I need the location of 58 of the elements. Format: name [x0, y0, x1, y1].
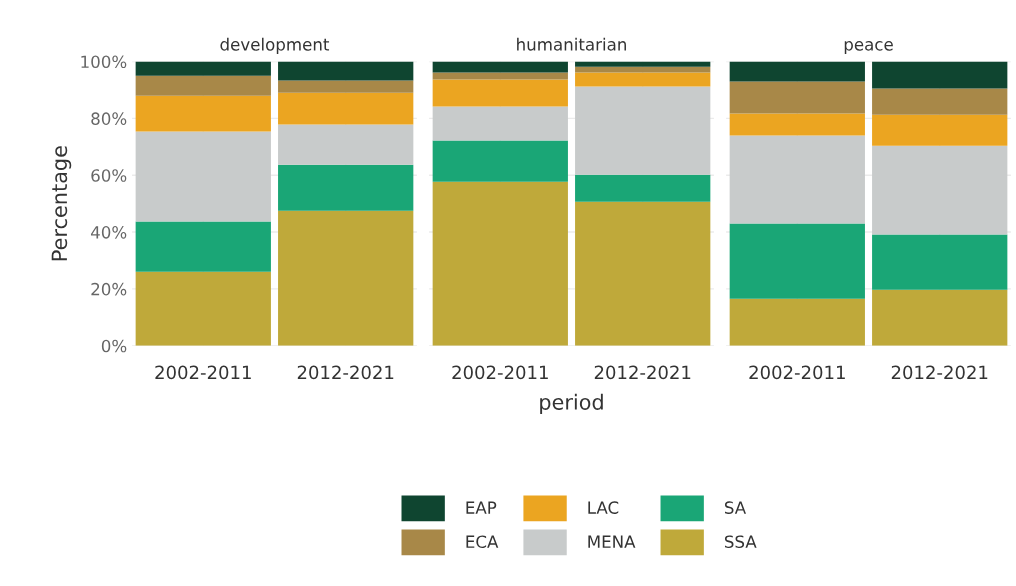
- bar: [575, 61, 711, 67]
- y-tick-label: 100%: [81, 55, 127, 69]
- legend-label: ECA: [466, 535, 499, 549]
- bar: [278, 124, 414, 165]
- y-tick-label: 20%: [91, 282, 127, 296]
- bar: [872, 114, 1008, 146]
- bar: [729, 61, 865, 82]
- bar: [278, 80, 414, 93]
- legend-label: SA: [724, 501, 747, 514]
- bar: [278, 164, 414, 211]
- bar: [135, 221, 271, 272]
- bar: [729, 113, 865, 136]
- bar: [575, 201, 711, 346]
- bar: [575, 174, 711, 202]
- bar: [278, 210, 414, 346]
- bar: [135, 61, 271, 76]
- bar: [872, 145, 1008, 235]
- bar: [432, 79, 568, 107]
- y-tick-label: 0%: [101, 339, 127, 353]
- bar: [135, 95, 271, 132]
- legend-label: EAP: [466, 501, 497, 514]
- bar: [432, 61, 568, 73]
- y-tick-label: 60%: [91, 169, 127, 182]
- bar: [575, 86, 711, 175]
- y-tick-label: 40%: [90, 226, 127, 239]
- y-tick-label: 80%: [91, 112, 127, 125]
- bar: [575, 66, 711, 73]
- chart-title: peace: [844, 41, 893, 54]
- y-axis-title: Percentage: [51, 146, 72, 261]
- legend-label: LAC: [588, 501, 619, 514]
- legend-label: MENA: [588, 535, 636, 548]
- bar: [432, 181, 568, 346]
- x-tick-label: 2002-2011: [452, 365, 548, 380]
- x-tick-label: 2012-2021: [891, 365, 988, 380]
- bar: [872, 289, 1008, 346]
- bar: [872, 234, 1008, 290]
- bar: [135, 75, 271, 96]
- x-axis-title: period: [540, 393, 603, 414]
- bar: [729, 135, 865, 224]
- bar: [278, 61, 414, 81]
- bar: [278, 92, 414, 125]
- bar: [432, 140, 568, 182]
- x-tick-label: 2012-2021: [297, 365, 394, 380]
- bar: [135, 271, 271, 346]
- bar: [729, 223, 865, 299]
- legend-label: SSA: [724, 535, 757, 549]
- bar: [575, 72, 711, 87]
- bar: [872, 61, 1008, 89]
- bar: [432, 106, 568, 141]
- chart-title: development: [220, 37, 330, 54]
- x-tick-label: 2002-2011: [155, 365, 251, 380]
- x-tick-label: 2002-2011: [749, 365, 845, 380]
- x-tick-label: 2012-2021: [594, 365, 691, 380]
- bar: [729, 81, 865, 114]
- bar: [872, 88, 1008, 115]
- bar: [135, 131, 271, 222]
- bar: [729, 298, 865, 346]
- chart-title: humanitarian: [517, 37, 626, 51]
